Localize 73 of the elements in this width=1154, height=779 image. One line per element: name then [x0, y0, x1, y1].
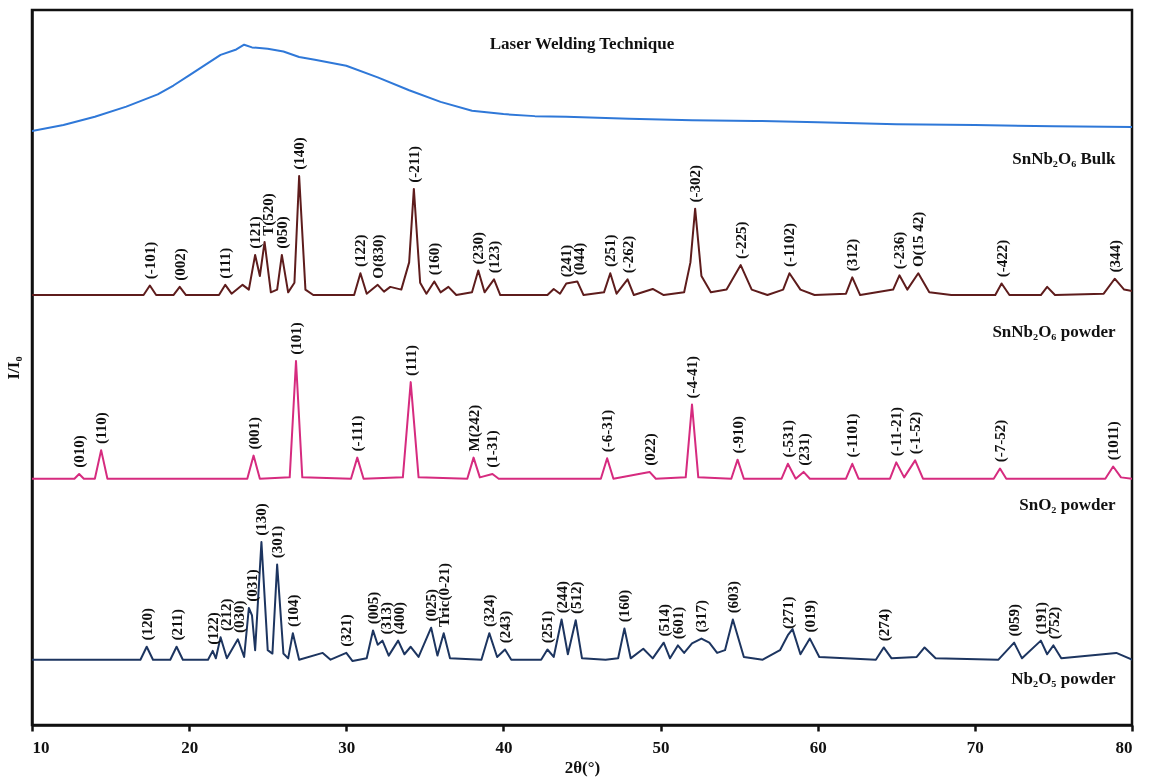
annotation: (321)	[338, 614, 356, 647]
annotation: (603)	[724, 580, 742, 614]
annotation: (160)	[426, 242, 444, 276]
annotation: (101)	[288, 322, 305, 355]
x-tick-label: 30	[338, 737, 356, 757]
annotation: (122)	[352, 234, 370, 268]
annotation: (230)	[470, 231, 488, 265]
annotation: (-302)	[687, 164, 705, 203]
annotation: (1011)	[1105, 421, 1123, 461]
annotation: (231)	[795, 433, 813, 466]
annotation: (059)	[1006, 604, 1024, 637]
annotation: (123)	[486, 240, 503, 274]
annotation: Laser Welding Technique	[489, 34, 675, 54]
annotation: (111)	[402, 345, 420, 376]
annotation: (019)	[801, 599, 819, 633]
annotation: O(830)	[369, 234, 387, 279]
x-tick-label: 40	[495, 737, 513, 757]
annotation: (-1-52)	[907, 411, 925, 455]
annotation: (001)	[245, 416, 263, 450]
annotation: (251)	[602, 234, 620, 268]
annotation: (312)	[844, 238, 862, 272]
annotation: (-236)	[891, 231, 909, 270]
annotation: (010)	[71, 435, 89, 468]
annotation: (-7-52)	[992, 419, 1009, 463]
annotation: (324)	[481, 594, 499, 627]
x-axis-title: 2θ(°)	[564, 757, 601, 777]
annotation: (-101)	[141, 241, 159, 280]
annotation: (120)	[138, 608, 156, 641]
annotation: (317)	[693, 599, 711, 633]
annotation: (344)	[1106, 240, 1124, 273]
annotation: SnNb₂O₆ powder	[992, 322, 1116, 342]
annotation: (002)	[171, 248, 189, 281]
annotation: (104)	[284, 594, 302, 627]
y-axis-title: I/I₀	[3, 356, 23, 380]
annotation: SnNb₂O₆ Bulk	[1012, 148, 1117, 168]
annotation: O(15 42)	[910, 211, 928, 268]
annotation: (-1102)	[781, 222, 799, 268]
x-tick-label: 80	[1115, 737, 1133, 757]
annotation: (514)	[655, 604, 673, 637]
annotation: (-4-41)	[684, 355, 701, 399]
annotation: Nb₂O₅ powder	[1011, 668, 1116, 688]
annotation: (130)	[253, 503, 271, 536]
x-tick-label: 10	[32, 737, 50, 757]
annotation: M(242)	[465, 404, 483, 452]
annotation: (-531)	[779, 420, 797, 458]
annotation: (005)	[365, 591, 382, 625]
annotation: (301)	[269, 525, 287, 559]
annotation: (110)	[93, 412, 111, 444]
annotation: (031)	[244, 569, 262, 602]
annotation: (191)	[1032, 601, 1050, 635]
annotation: (160)	[616, 589, 634, 623]
annotation: (-225)	[732, 221, 750, 259]
x-tick-label: 70	[966, 737, 984, 757]
annotation: (274)	[875, 608, 893, 642]
annotation: (140)	[291, 137, 309, 170]
x-tick-label: 50	[652, 737, 670, 757]
annotation: (022)	[641, 433, 659, 466]
annotation: SnO₂ powder	[1019, 495, 1116, 515]
annotation: (-11-21)	[888, 407, 906, 457]
x-tick-label: 20	[181, 737, 199, 757]
annotation: (-422)	[993, 239, 1011, 278]
annotation: (243)	[497, 610, 514, 644]
annotation: (271)	[779, 596, 797, 630]
annotation: (-262)	[619, 235, 637, 274]
x-tick-label: 60	[809, 737, 827, 757]
annotation: (111)	[217, 247, 235, 279]
annotation: (-1101)	[844, 413, 862, 458]
annotation: (-910)	[729, 416, 747, 454]
annotation: (-111)	[349, 415, 367, 452]
annotation: (-211)	[405, 146, 423, 183]
annotation: (-6-31)	[599, 409, 617, 453]
annotation: (211)	[168, 608, 186, 641]
annotation: (1-31)	[484, 430, 502, 468]
